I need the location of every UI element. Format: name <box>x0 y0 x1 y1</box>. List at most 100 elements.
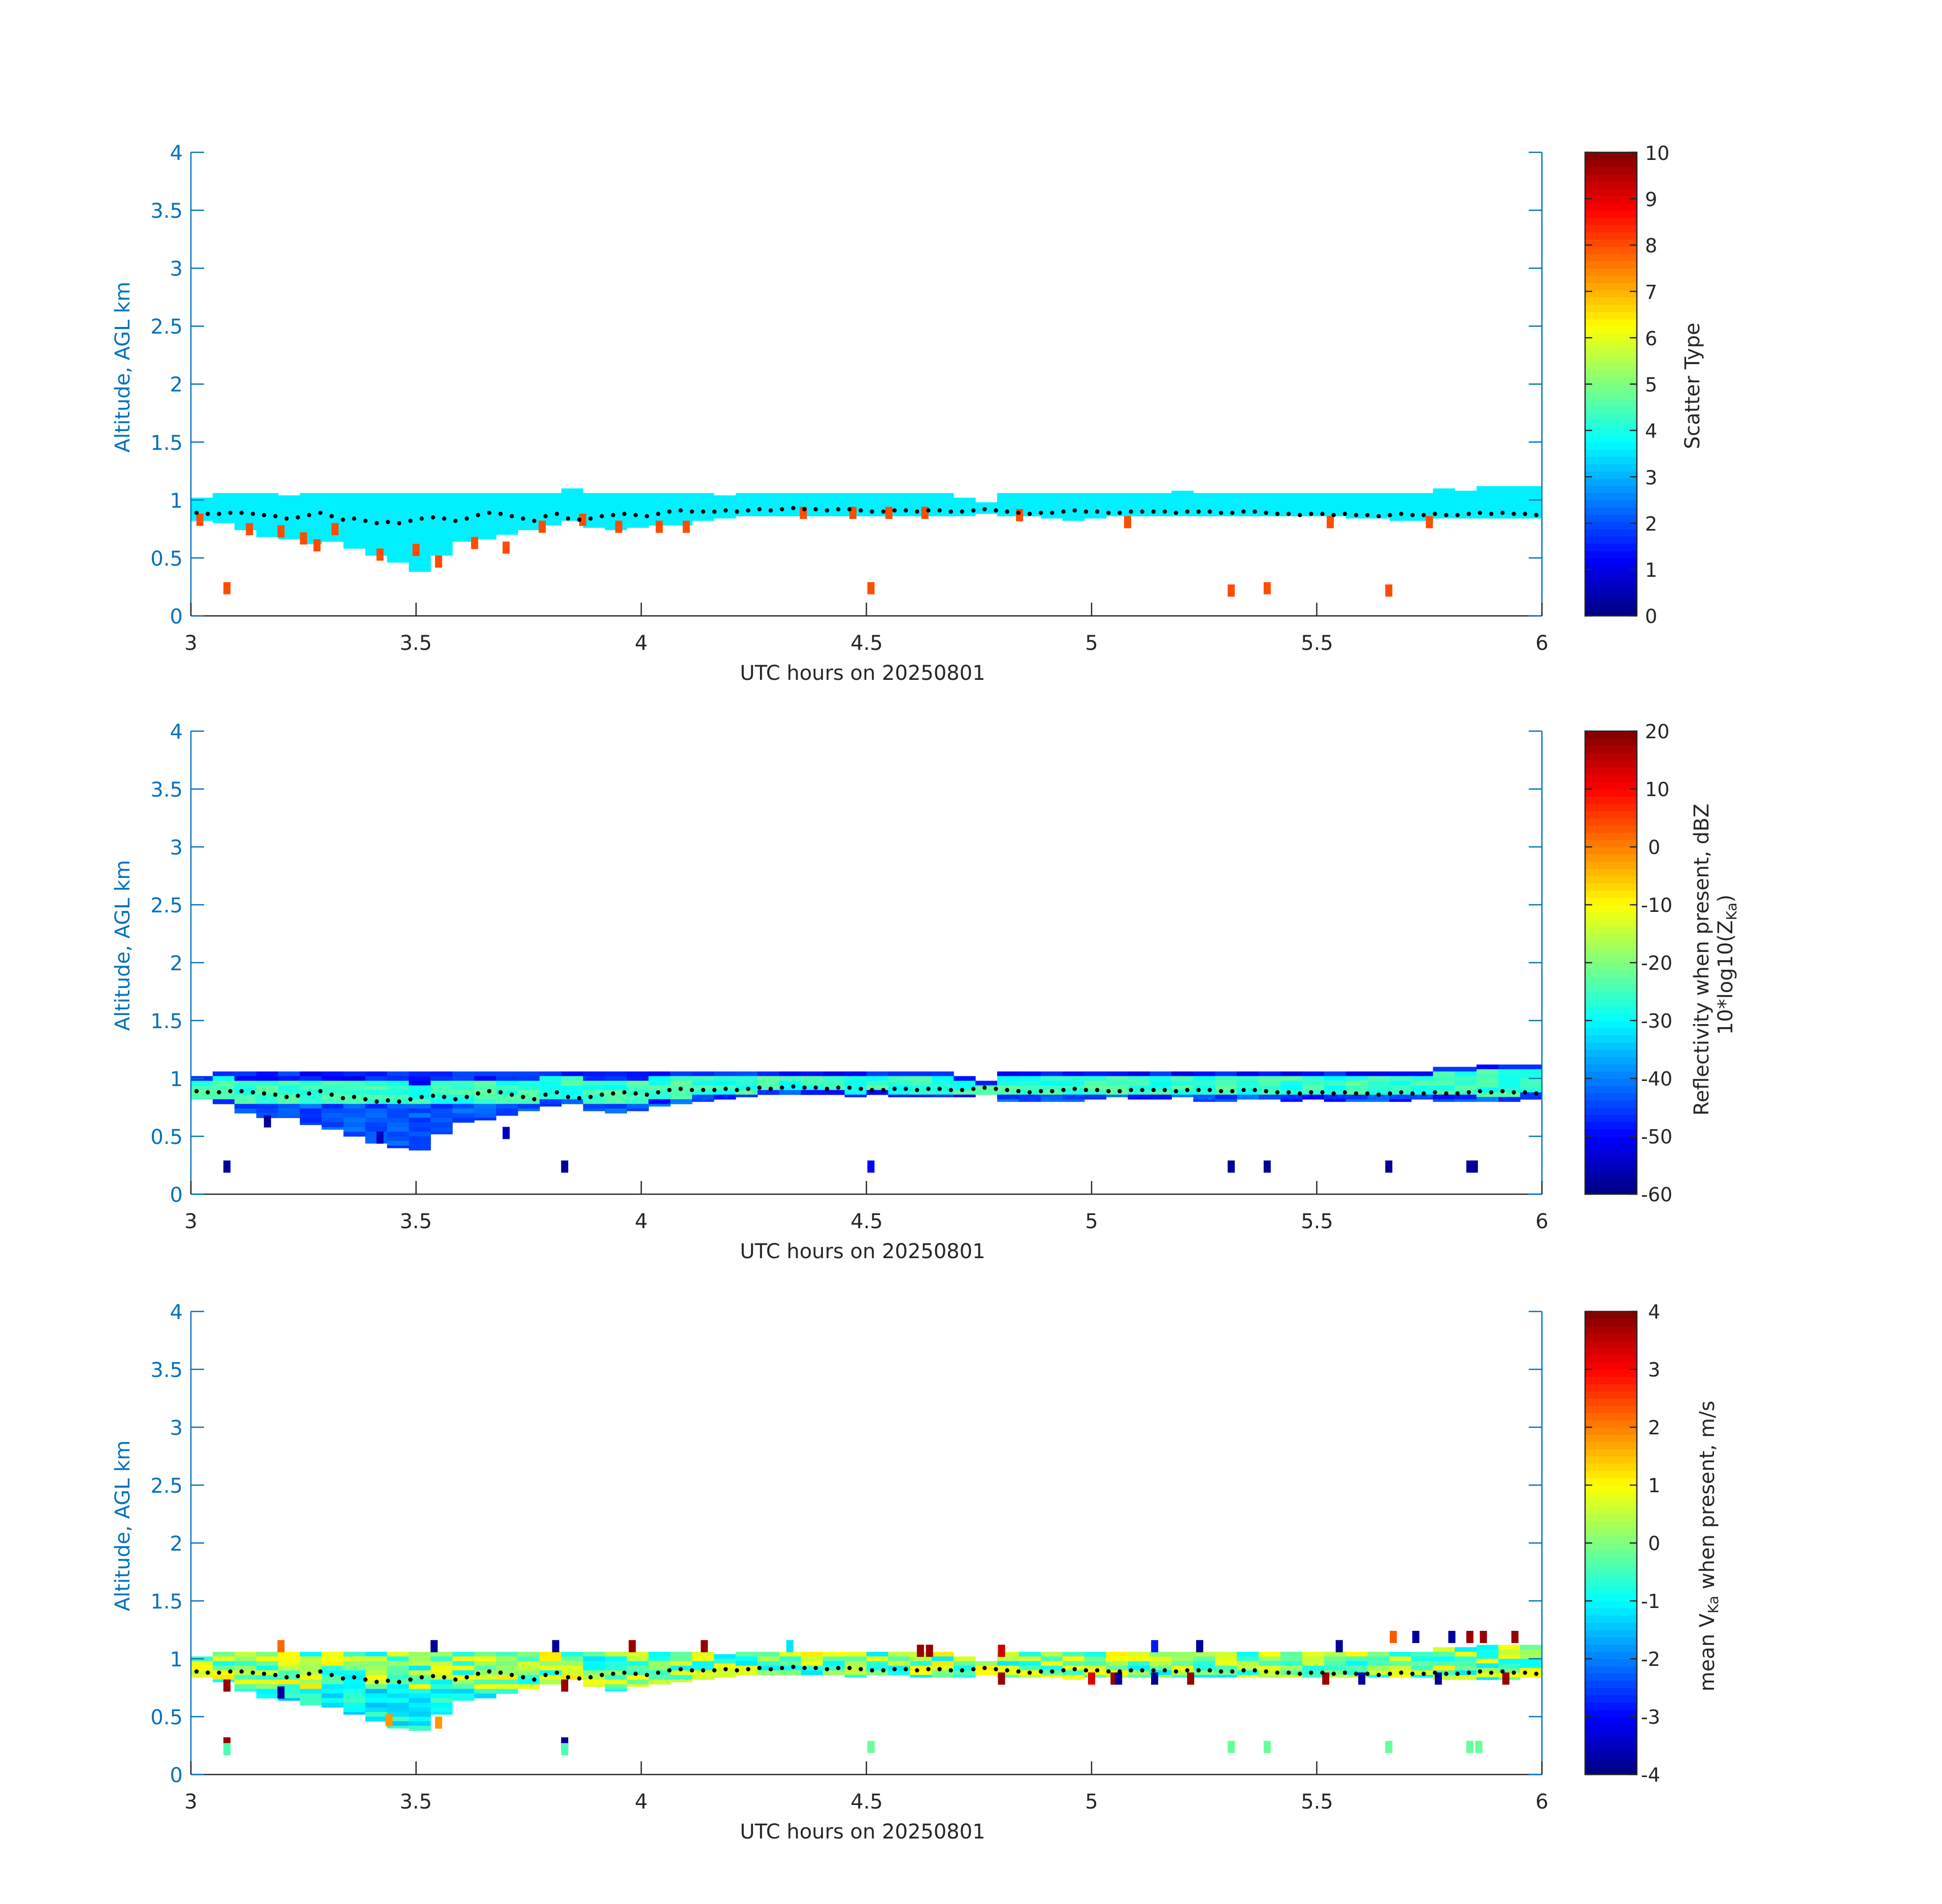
data-cell <box>1018 1099 1041 1102</box>
data-speck <box>264 1115 271 1128</box>
data-cell <box>714 1659 736 1664</box>
data-cell <box>1149 1085 1172 1091</box>
data-cell <box>692 1652 714 1657</box>
data-cell <box>1106 1080 1129 1086</box>
data-speck <box>561 1160 569 1173</box>
data-cell <box>910 1076 932 1081</box>
data-cell <box>234 1090 257 1095</box>
colorbar-tick-label: -30 <box>1641 1010 1672 1032</box>
cloud-base-dot <box>937 1087 942 1091</box>
colorbar-segment <box>1585 1601 1637 1608</box>
data-cell <box>605 1680 627 1685</box>
cloud-base-dot <box>1185 509 1190 514</box>
data-cell <box>1433 1665 1455 1671</box>
data-cell <box>1149 1076 1172 1081</box>
data-cell <box>648 1675 671 1680</box>
y-tick-label: 3 <box>170 1417 183 1440</box>
cloud-base-dot <box>667 1668 672 1672</box>
data-cell <box>888 1670 910 1676</box>
cloud-base-dot <box>678 508 683 513</box>
data-cell <box>932 1071 954 1076</box>
colorbar-segment <box>1585 239 1637 247</box>
colorbar-segment <box>1585 883 1637 891</box>
colorbar-segment <box>1585 1717 1637 1724</box>
data-cell <box>539 1675 562 1680</box>
data-cell <box>1411 1656 1433 1662</box>
data-cell <box>1062 1094 1085 1100</box>
data-cell <box>888 1076 910 1081</box>
cloud-base-dot <box>780 1086 784 1090</box>
data-cell <box>1455 1071 1477 1076</box>
cloud-base-dot <box>982 507 987 512</box>
data-cell <box>1476 1069 1499 1074</box>
cloud-base-dot <box>1162 509 1167 514</box>
data-cell <box>1128 1071 1150 1076</box>
data-cell <box>365 1693 387 1699</box>
data-cell <box>191 1675 213 1678</box>
data-speck <box>1322 1672 1330 1685</box>
data-cell <box>605 1085 627 1091</box>
data-cell <box>1128 1080 1150 1086</box>
data-cell <box>256 1661 279 1666</box>
cloud-base-dot <box>330 514 334 518</box>
data-cell <box>1171 1071 1194 1076</box>
colorbar-segment <box>1585 297 1637 305</box>
data-cell <box>1324 1071 1346 1076</box>
data-cell <box>212 1076 235 1081</box>
colorbar-segment <box>1585 1420 1637 1428</box>
cloud-base-dot <box>408 1097 413 1102</box>
data-cell <box>997 1085 1019 1091</box>
cloud-base-dot <box>1117 1089 1122 1094</box>
colorbar-label-subscript: Ka <box>1705 1596 1722 1614</box>
data-cell <box>539 1085 562 1091</box>
data-cell <box>888 1085 910 1091</box>
data-cell <box>1171 1661 1194 1666</box>
data-cell <box>278 1684 301 1689</box>
cloud-base-dot <box>1365 1091 1370 1096</box>
cloud-base-dot <box>746 508 750 513</box>
data-cell <box>256 1076 279 1081</box>
data-cell <box>888 1080 910 1086</box>
data-cell <box>321 1090 344 1095</box>
data-speck <box>926 1645 933 1657</box>
data-cell <box>365 1665 387 1671</box>
data-cell <box>932 1085 954 1091</box>
cloud-base-dot <box>273 1092 278 1097</box>
data-cell <box>1498 1073 1521 1079</box>
data-cell <box>1367 1099 1390 1102</box>
data-cell <box>583 1090 605 1095</box>
data-speck <box>1479 1631 1487 1643</box>
colorbar-tick-label: 1 <box>1648 1474 1660 1497</box>
cloud-base-dot <box>937 508 942 513</box>
colorbar-tick-label: -50 <box>1641 1126 1672 1148</box>
cloud-base-dot <box>1005 509 1009 514</box>
colorbar-segment <box>1585 984 1637 992</box>
data-cell <box>1455 1085 1477 1091</box>
colorbar-segment <box>1585 362 1637 370</box>
x-tick-label: 6 <box>1535 1210 1548 1233</box>
data-cell <box>212 1071 235 1076</box>
data-speck <box>313 539 321 551</box>
cloud-base-dot <box>1151 1088 1156 1092</box>
cloud-base-dot <box>1207 1088 1212 1092</box>
cloud-base-dot <box>1466 511 1471 516</box>
data-cell <box>1455 1080 1477 1086</box>
data-cell <box>409 1076 431 1081</box>
data-cell <box>1389 1656 1412 1662</box>
data-cell <box>300 1680 322 1685</box>
cloud-base-dot <box>1500 510 1505 515</box>
colorbar-tick-label: -60 <box>1641 1184 1672 1206</box>
data-cell <box>888 1094 910 1098</box>
data-cell <box>692 1661 714 1666</box>
cloud-base-dot <box>1275 511 1280 516</box>
data-cell <box>409 1707 431 1713</box>
cloud-base-dot <box>284 1095 289 1099</box>
data-cell <box>452 1665 475 1671</box>
data-cell <box>256 1689 279 1694</box>
data-cell <box>1302 1652 1325 1657</box>
data-cell <box>953 1080 976 1086</box>
y-tick-labels: 0 0.5 1 1.5 2 2.5 3 3.5 4 <box>150 142 183 629</box>
data-cell <box>692 1080 714 1086</box>
data-cell <box>343 1108 366 1113</box>
data-cell <box>496 1108 518 1113</box>
